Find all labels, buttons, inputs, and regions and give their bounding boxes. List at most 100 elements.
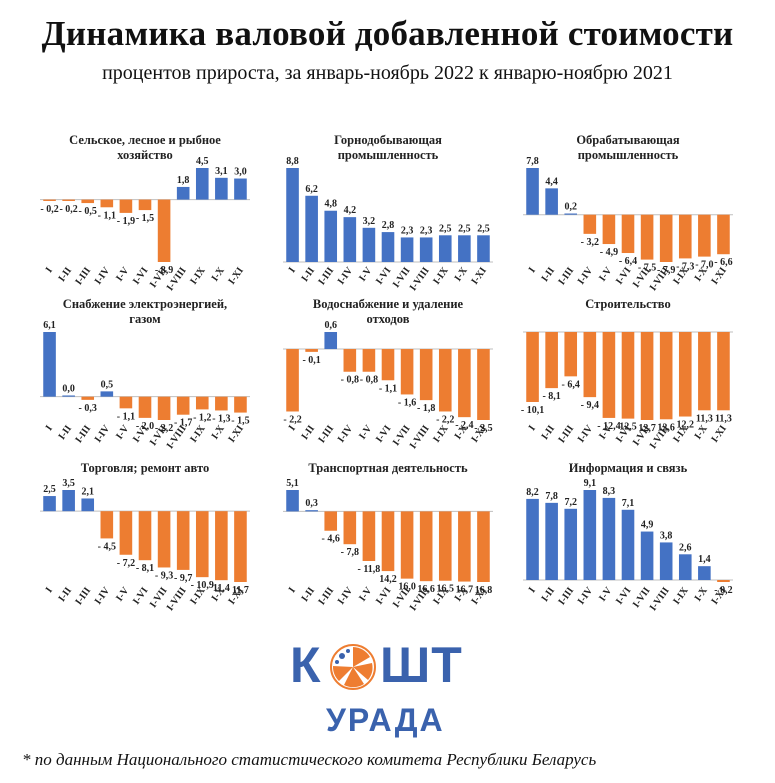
bar bbox=[659, 332, 673, 420]
category-label: I-VIII bbox=[648, 585, 672, 613]
bar bbox=[286, 490, 299, 512]
category-label: I-V bbox=[357, 423, 375, 442]
bar bbox=[215, 511, 228, 581]
bar bbox=[195, 168, 209, 200]
bar bbox=[545, 332, 558, 389]
bar bbox=[545, 502, 558, 581]
data-label: 2,5 bbox=[458, 223, 471, 234]
bar bbox=[324, 210, 338, 262]
bar bbox=[176, 186, 190, 200]
category-label: I-V bbox=[597, 585, 615, 604]
category-label: I-III bbox=[556, 585, 576, 607]
category-label: I-V bbox=[357, 265, 375, 284]
category-label: I-IV bbox=[336, 265, 356, 287]
category-label: I bbox=[44, 265, 55, 275]
category-label: I-X bbox=[210, 423, 228, 442]
data-label: 0,3 bbox=[305, 498, 318, 509]
data-label: 6,1 bbox=[43, 320, 56, 331]
bar bbox=[602, 497, 616, 581]
data-label: - 0,1 bbox=[302, 355, 320, 366]
data-label: - 7,9 bbox=[657, 265, 675, 276]
bar bbox=[583, 332, 597, 398]
bar bbox=[678, 332, 692, 417]
data-label: 8,8 bbox=[286, 156, 299, 167]
data-label: 2,3 bbox=[420, 225, 433, 236]
bar bbox=[62, 395, 75, 397]
bar bbox=[43, 332, 56, 397]
data-label: 12,7 bbox=[638, 423, 656, 434]
data-label: 6,2 bbox=[305, 184, 318, 195]
bar bbox=[381, 511, 395, 572]
bar bbox=[583, 490, 597, 581]
bar bbox=[81, 199, 95, 204]
category-label: I-V bbox=[597, 265, 615, 284]
data-label: - 0,2 bbox=[714, 585, 732, 596]
bar bbox=[438, 511, 452, 581]
data-label: - 9,3 bbox=[155, 570, 173, 581]
bar bbox=[400, 349, 414, 395]
category-label: I-IV bbox=[576, 585, 596, 607]
data-label: - 4,6 bbox=[322, 534, 340, 545]
category-label: I-IV bbox=[93, 265, 113, 287]
bar bbox=[477, 511, 490, 582]
data-label: 11,3 bbox=[715, 413, 732, 424]
bar bbox=[717, 580, 730, 582]
bar bbox=[138, 511, 152, 561]
category-label: I-IV bbox=[576, 265, 596, 287]
bar bbox=[477, 349, 490, 420]
data-label: 2,8 bbox=[382, 220, 395, 231]
logo-orange-icon bbox=[330, 644, 376, 690]
data-label: - 4,9 bbox=[600, 247, 618, 258]
data-label: 16,7 bbox=[456, 585, 474, 596]
bar bbox=[678, 214, 692, 259]
bar bbox=[381, 232, 395, 262]
data-label: 0,6 bbox=[324, 320, 337, 331]
bar bbox=[343, 349, 357, 372]
bar bbox=[717, 332, 730, 411]
bar bbox=[438, 235, 452, 262]
bar bbox=[176, 511, 190, 570]
category-label: I-X bbox=[693, 585, 711, 604]
bar bbox=[602, 332, 616, 418]
bar bbox=[286, 168, 299, 262]
chart-title: Информация и связь bbox=[569, 461, 688, 475]
data-label: 1,8 bbox=[177, 175, 190, 186]
bar bbox=[419, 349, 433, 401]
bar bbox=[234, 178, 247, 200]
page-title: Динамика валовой добавленной стоимости bbox=[41, 14, 734, 53]
category-label: I-II bbox=[539, 585, 557, 604]
data-label: 0,2 bbox=[564, 202, 577, 213]
data-label: 11,4 bbox=[213, 583, 230, 594]
data-label: 8,3 bbox=[603, 486, 616, 497]
bar bbox=[698, 566, 711, 581]
chart-panel: Строительство - 10,1 I - 8,1 I-II - 6,4 I-III -… bbox=[521, 297, 733, 451]
category-label: I bbox=[527, 423, 538, 433]
bar bbox=[138, 199, 152, 211]
bar bbox=[698, 214, 711, 257]
data-label: - 8,1 bbox=[136, 563, 154, 574]
bar bbox=[621, 332, 635, 419]
data-label: 2,5 bbox=[477, 223, 490, 234]
data-label: - 6,4 bbox=[619, 256, 637, 267]
data-label: - 1,5 bbox=[231, 416, 249, 427]
bar bbox=[215, 396, 228, 411]
bar bbox=[305, 349, 318, 352]
bar bbox=[119, 396, 133, 409]
data-label: - 7,3 bbox=[676, 261, 694, 272]
category-label: I-IX bbox=[431, 265, 451, 287]
data-label: - 7,5 bbox=[638, 263, 656, 274]
category-label: I bbox=[44, 585, 55, 595]
bar bbox=[324, 511, 338, 531]
category-label: I-X bbox=[693, 423, 711, 442]
data-label: 12,2 bbox=[677, 420, 695, 431]
data-label: - 9,7 bbox=[174, 573, 192, 584]
bar bbox=[477, 235, 490, 262]
bar bbox=[640, 214, 654, 260]
category-label: I-XI bbox=[226, 265, 246, 286]
data-label: - 0,8 bbox=[341, 375, 359, 386]
data-label: 7,2 bbox=[564, 497, 577, 508]
data-label: - 2,4 bbox=[455, 420, 473, 431]
data-label: 2,6 bbox=[679, 542, 692, 553]
data-label: - 1,5 bbox=[136, 213, 154, 224]
